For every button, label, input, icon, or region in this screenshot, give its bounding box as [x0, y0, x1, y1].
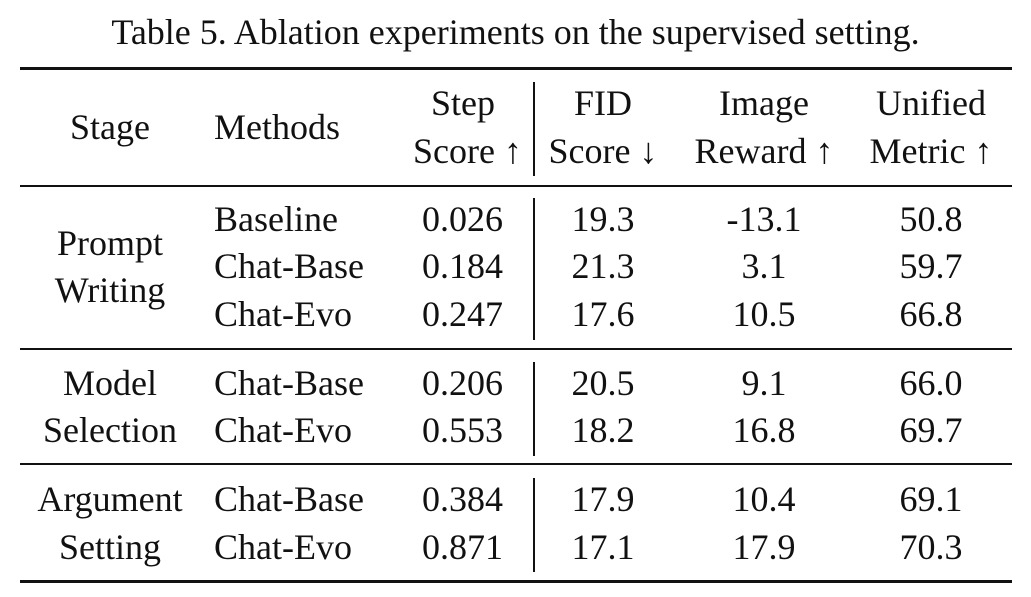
image-reward-cell: 3.1 — [741, 246, 787, 286]
method-cell: Chat-Base — [214, 246, 364, 286]
step-score-cell: 0.247 — [422, 294, 503, 334]
header-fid-line2: Score ↓ — [548, 131, 658, 171]
fid-score-cell: 17.1 — [571, 527, 635, 567]
group-divider — [533, 362, 535, 456]
method-cell: Chat-Base — [214, 479, 364, 519]
header-divider — [533, 82, 535, 176]
group-divider — [533, 478, 535, 572]
image-reward-cell: 10.4 — [732, 479, 796, 519]
header-image-line1: Image — [719, 83, 809, 123]
header-fid-line1: FID — [573, 83, 632, 123]
step-score-cell: 0.871 — [422, 527, 503, 567]
group-divider — [533, 198, 535, 340]
bottom-rule — [20, 580, 1012, 583]
method-cell: Chat-Evo — [214, 294, 352, 334]
stage-argument-line2: Setting — [58, 527, 161, 567]
image-reward-cell: 17.9 — [732, 527, 796, 567]
unified-metric-cell: 66.0 — [899, 363, 963, 403]
header-stage: Stage — [70, 107, 150, 147]
stage-prompt-line1: Prompt — [56, 223, 163, 263]
fid-score-cell: 17.9 — [571, 479, 635, 519]
fid-score-cell: 21.3 — [571, 246, 635, 286]
method-cell: Baseline — [214, 199, 338, 239]
unified-metric-cell: 50.8 — [899, 199, 963, 239]
stage-model-line1: Model — [63, 363, 157, 403]
group-rule — [20, 348, 1012, 350]
fid-score-cell: 18.2 — [571, 410, 635, 450]
image-reward-cell: 9.1 — [741, 363, 787, 403]
method-cell: Chat-Base — [214, 363, 364, 403]
image-reward-cell: -13.1 — [726, 199, 802, 239]
step-score-cell: 0.206 — [422, 363, 503, 403]
header-step-line1: Step — [430, 83, 495, 123]
image-reward-cell: 16.8 — [732, 410, 796, 450]
header-step-line2: Score ↑ — [413, 131, 522, 171]
image-reward-cell: 10.5 — [732, 294, 796, 334]
header-unified-line1: Unified — [876, 83, 986, 123]
method-cell: Chat-Evo — [214, 410, 352, 450]
step-score-cell: 0.553 — [422, 410, 503, 450]
stage-model-line2: Selection — [43, 410, 177, 450]
header-methods: Methods — [214, 107, 340, 147]
unified-metric-cell: 69.1 — [899, 479, 963, 519]
header-image-line2: Reward ↑ — [694, 131, 834, 171]
unified-metric-cell: 59.7 — [899, 246, 963, 286]
top-rule — [20, 67, 1012, 70]
fid-score-cell: 17.6 — [571, 294, 635, 334]
fid-score-cell: 20.5 — [571, 363, 635, 403]
header-rule — [20, 185, 1012, 187]
unified-metric-cell: 70.3 — [899, 527, 963, 567]
table-caption: Table 5. Ablation experiments on the sup… — [111, 12, 920, 52]
step-score-cell: 0.384 — [422, 479, 503, 519]
fid-score-cell: 19.3 — [571, 199, 635, 239]
step-score-cell: 0.026 — [422, 199, 503, 239]
method-cell: Chat-Evo — [214, 527, 352, 567]
header-unified-line2: Metric ↑ — [869, 131, 993, 171]
unified-metric-cell: 66.8 — [899, 294, 963, 334]
stage-argument-line1: Argument — [37, 479, 183, 519]
unified-metric-cell: 69.7 — [899, 410, 963, 450]
step-score-cell: 0.184 — [422, 246, 503, 286]
stage-prompt-line2: Writing — [54, 270, 166, 310]
group-rule — [20, 463, 1012, 465]
